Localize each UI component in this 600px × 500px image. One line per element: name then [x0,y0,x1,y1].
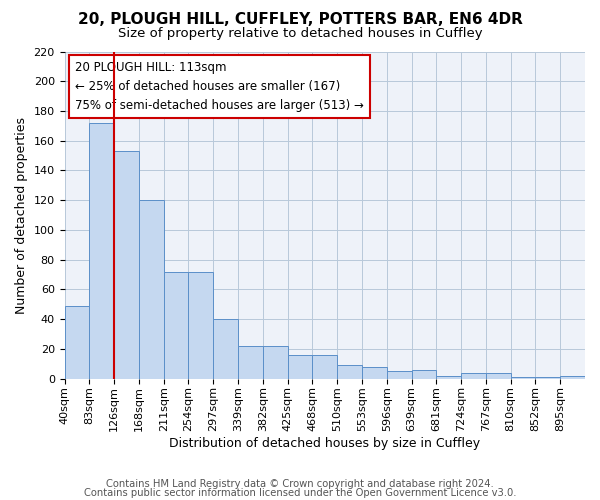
Bar [65,306,89,378]
Bar [511,377,535,378]
Text: 20, PLOUGH HILL, CUFFLEY, POTTERS BAR, EN6 4DR: 20, PLOUGH HILL, CUFFLEY, POTTERS BAR, E… [77,12,523,28]
Bar [560,376,585,378]
Bar [287,355,313,378]
X-axis label: Distribution of detached houses by size in Cuffley: Distribution of detached houses by size … [169,437,481,450]
Bar [313,355,337,378]
Bar [337,366,362,378]
Bar [412,370,436,378]
Bar [461,372,486,378]
Bar [535,377,560,378]
Bar [362,367,387,378]
Bar [213,319,238,378]
Bar [139,200,164,378]
Text: 20 PLOUGH HILL: 113sqm
← 25% of detached houses are smaller (167)
75% of semi-de: 20 PLOUGH HILL: 113sqm ← 25% of detached… [75,62,364,112]
Bar [486,372,511,378]
Y-axis label: Number of detached properties: Number of detached properties [15,116,28,314]
Bar [114,151,139,378]
Bar [238,346,263,378]
Bar [387,371,412,378]
Text: Contains public sector information licensed under the Open Government Licence v3: Contains public sector information licen… [84,488,516,498]
Bar [436,376,461,378]
Text: Size of property relative to detached houses in Cuffley: Size of property relative to detached ho… [118,28,482,40]
Bar [188,272,213,378]
Bar [263,346,287,378]
Text: Contains HM Land Registry data © Crown copyright and database right 2024.: Contains HM Land Registry data © Crown c… [106,479,494,489]
Bar [89,123,114,378]
Bar [164,272,188,378]
